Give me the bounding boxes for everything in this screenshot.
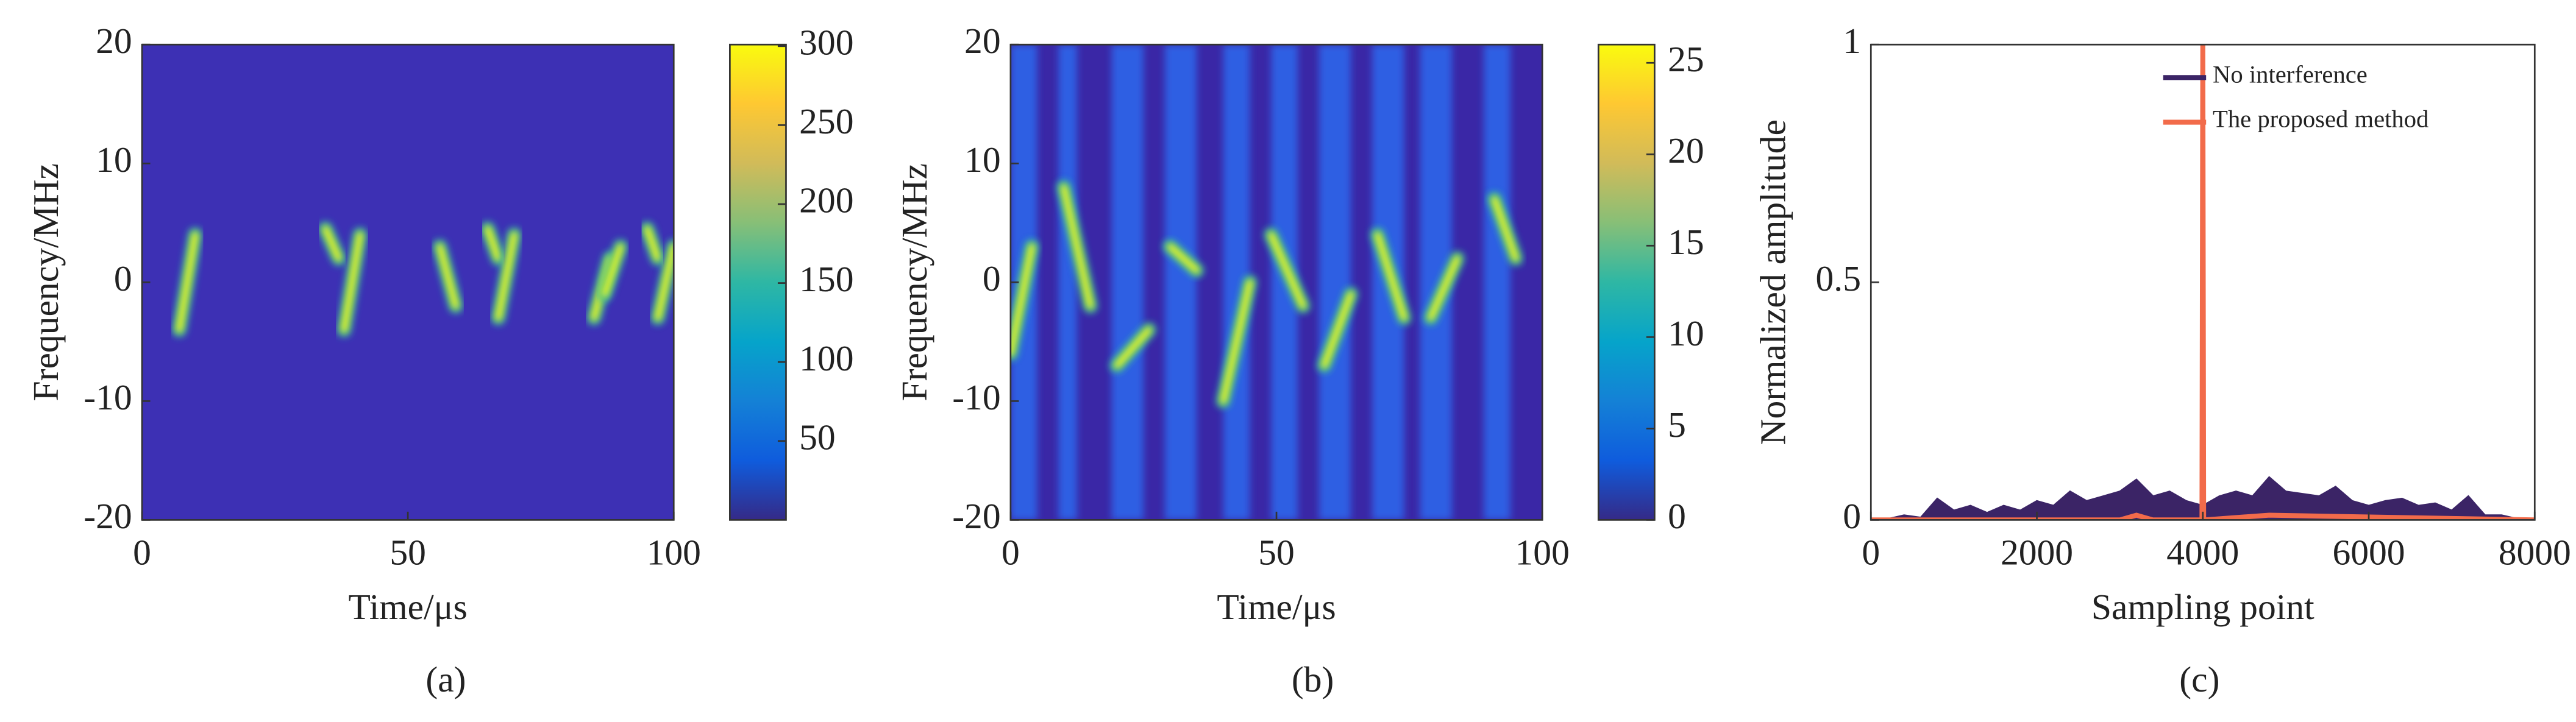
chirp <box>1113 326 1153 369</box>
chirp <box>176 231 199 333</box>
chirp <box>1374 231 1407 322</box>
chirp <box>601 243 624 298</box>
y-tick-label: 0.5 <box>1816 258 1861 299</box>
colorbar-tick-label: 0 <box>1668 496 1686 536</box>
colorbar-tick-label: 20 <box>1668 130 1704 171</box>
x-tick-label: 50 <box>390 533 426 573</box>
x-tick-label: 100 <box>647 533 701 573</box>
legend-label: No interference <box>2213 62 2368 90</box>
x-tick-label: 50 <box>1258 533 1295 573</box>
chirp <box>341 231 364 333</box>
y-tick-label: -10 <box>84 377 132 417</box>
chirp <box>322 225 343 262</box>
panel-caption: (b) <box>1292 659 1334 699</box>
legend-entry: No interference <box>2213 62 2368 90</box>
colorbar-tick-label: 15 <box>1668 222 1704 262</box>
legend-entry: The proposed method <box>2213 107 2429 134</box>
heatmap-background <box>141 44 674 520</box>
colorbar-tick-label: 50 <box>799 417 836 457</box>
colorbar-tick-label: 25 <box>1668 39 1704 79</box>
band <box>1164 44 1197 520</box>
y-tick-label: 20 <box>964 21 1001 61</box>
chirp <box>654 243 674 322</box>
chirp <box>1427 255 1461 322</box>
colorbar-tick-label: 10 <box>1668 313 1704 353</box>
y-tick-label: -20 <box>84 496 132 536</box>
x-tick-label: 6000 <box>2332 533 2405 573</box>
band <box>1318 44 1351 520</box>
chirp <box>1267 231 1307 310</box>
colorbar-tick-label: 150 <box>799 259 853 299</box>
band <box>1484 44 1510 520</box>
y-axis-label: Frequency/MHz <box>894 163 934 401</box>
colorbar-tick-label: 300 <box>799 22 853 62</box>
x-tick-label: 0 <box>133 533 151 573</box>
chirp <box>1010 243 1036 357</box>
y-tick-label: 10 <box>964 140 1001 180</box>
plot-area <box>1010 44 1543 520</box>
band <box>1058 44 1077 520</box>
plot-area <box>141 44 674 520</box>
colorbar <box>729 43 787 521</box>
y-tick-label: 0 <box>114 258 132 299</box>
x-tick-label: 0 <box>1002 533 1020 573</box>
y-tick-label: 0 <box>983 258 1001 299</box>
y-tick-label: 0 <box>1843 496 1861 536</box>
x-axis-label: Time/μs <box>1217 587 1336 627</box>
chirp <box>494 231 518 322</box>
colorbar <box>1597 43 1656 521</box>
area <box>1871 476 2535 520</box>
colorbar-tick-label: 250 <box>799 101 853 141</box>
band <box>1111 44 1144 520</box>
chirp <box>1220 278 1253 405</box>
colorbar-tick-label: 200 <box>799 180 853 221</box>
chirp <box>484 225 502 262</box>
panel-caption: (a) <box>425 659 466 699</box>
y-axis-label: Normalized amplitude <box>1753 119 1793 445</box>
chirp <box>1321 291 1354 369</box>
x-tick-label: 0 <box>1862 533 1880 573</box>
x-tick-label: 8000 <box>2499 533 2571 573</box>
legend-label: The proposed method <box>2213 107 2429 134</box>
x-tick-label: 4000 <box>2166 533 2239 573</box>
chirp <box>1167 243 1200 274</box>
line <box>1871 44 2535 520</box>
y-axis-label: Frequency/MHz <box>26 163 66 401</box>
x-axis-label: Time/μs <box>348 587 467 627</box>
chirp <box>1491 196 1519 262</box>
panel-caption: (c) <box>2179 659 2219 699</box>
x-tick-label: 100 <box>1515 533 1569 573</box>
y-tick-label: -10 <box>952 377 1000 417</box>
y-tick-label: 10 <box>96 140 132 180</box>
chirp <box>1060 183 1094 310</box>
x-tick-label: 2000 <box>2001 533 2073 573</box>
colorbar-tick-label: 100 <box>799 338 853 378</box>
y-tick-label: 20 <box>96 21 132 61</box>
y-tick-label: 1 <box>1843 21 1861 61</box>
colorbar-tick-label: 5 <box>1668 405 1686 445</box>
y-tick-label: -20 <box>952 496 1000 536</box>
plot-area <box>1871 44 2535 520</box>
chirp <box>644 225 661 262</box>
chirp <box>436 243 460 310</box>
x-axis-label: Sampling point <box>2091 587 2314 627</box>
